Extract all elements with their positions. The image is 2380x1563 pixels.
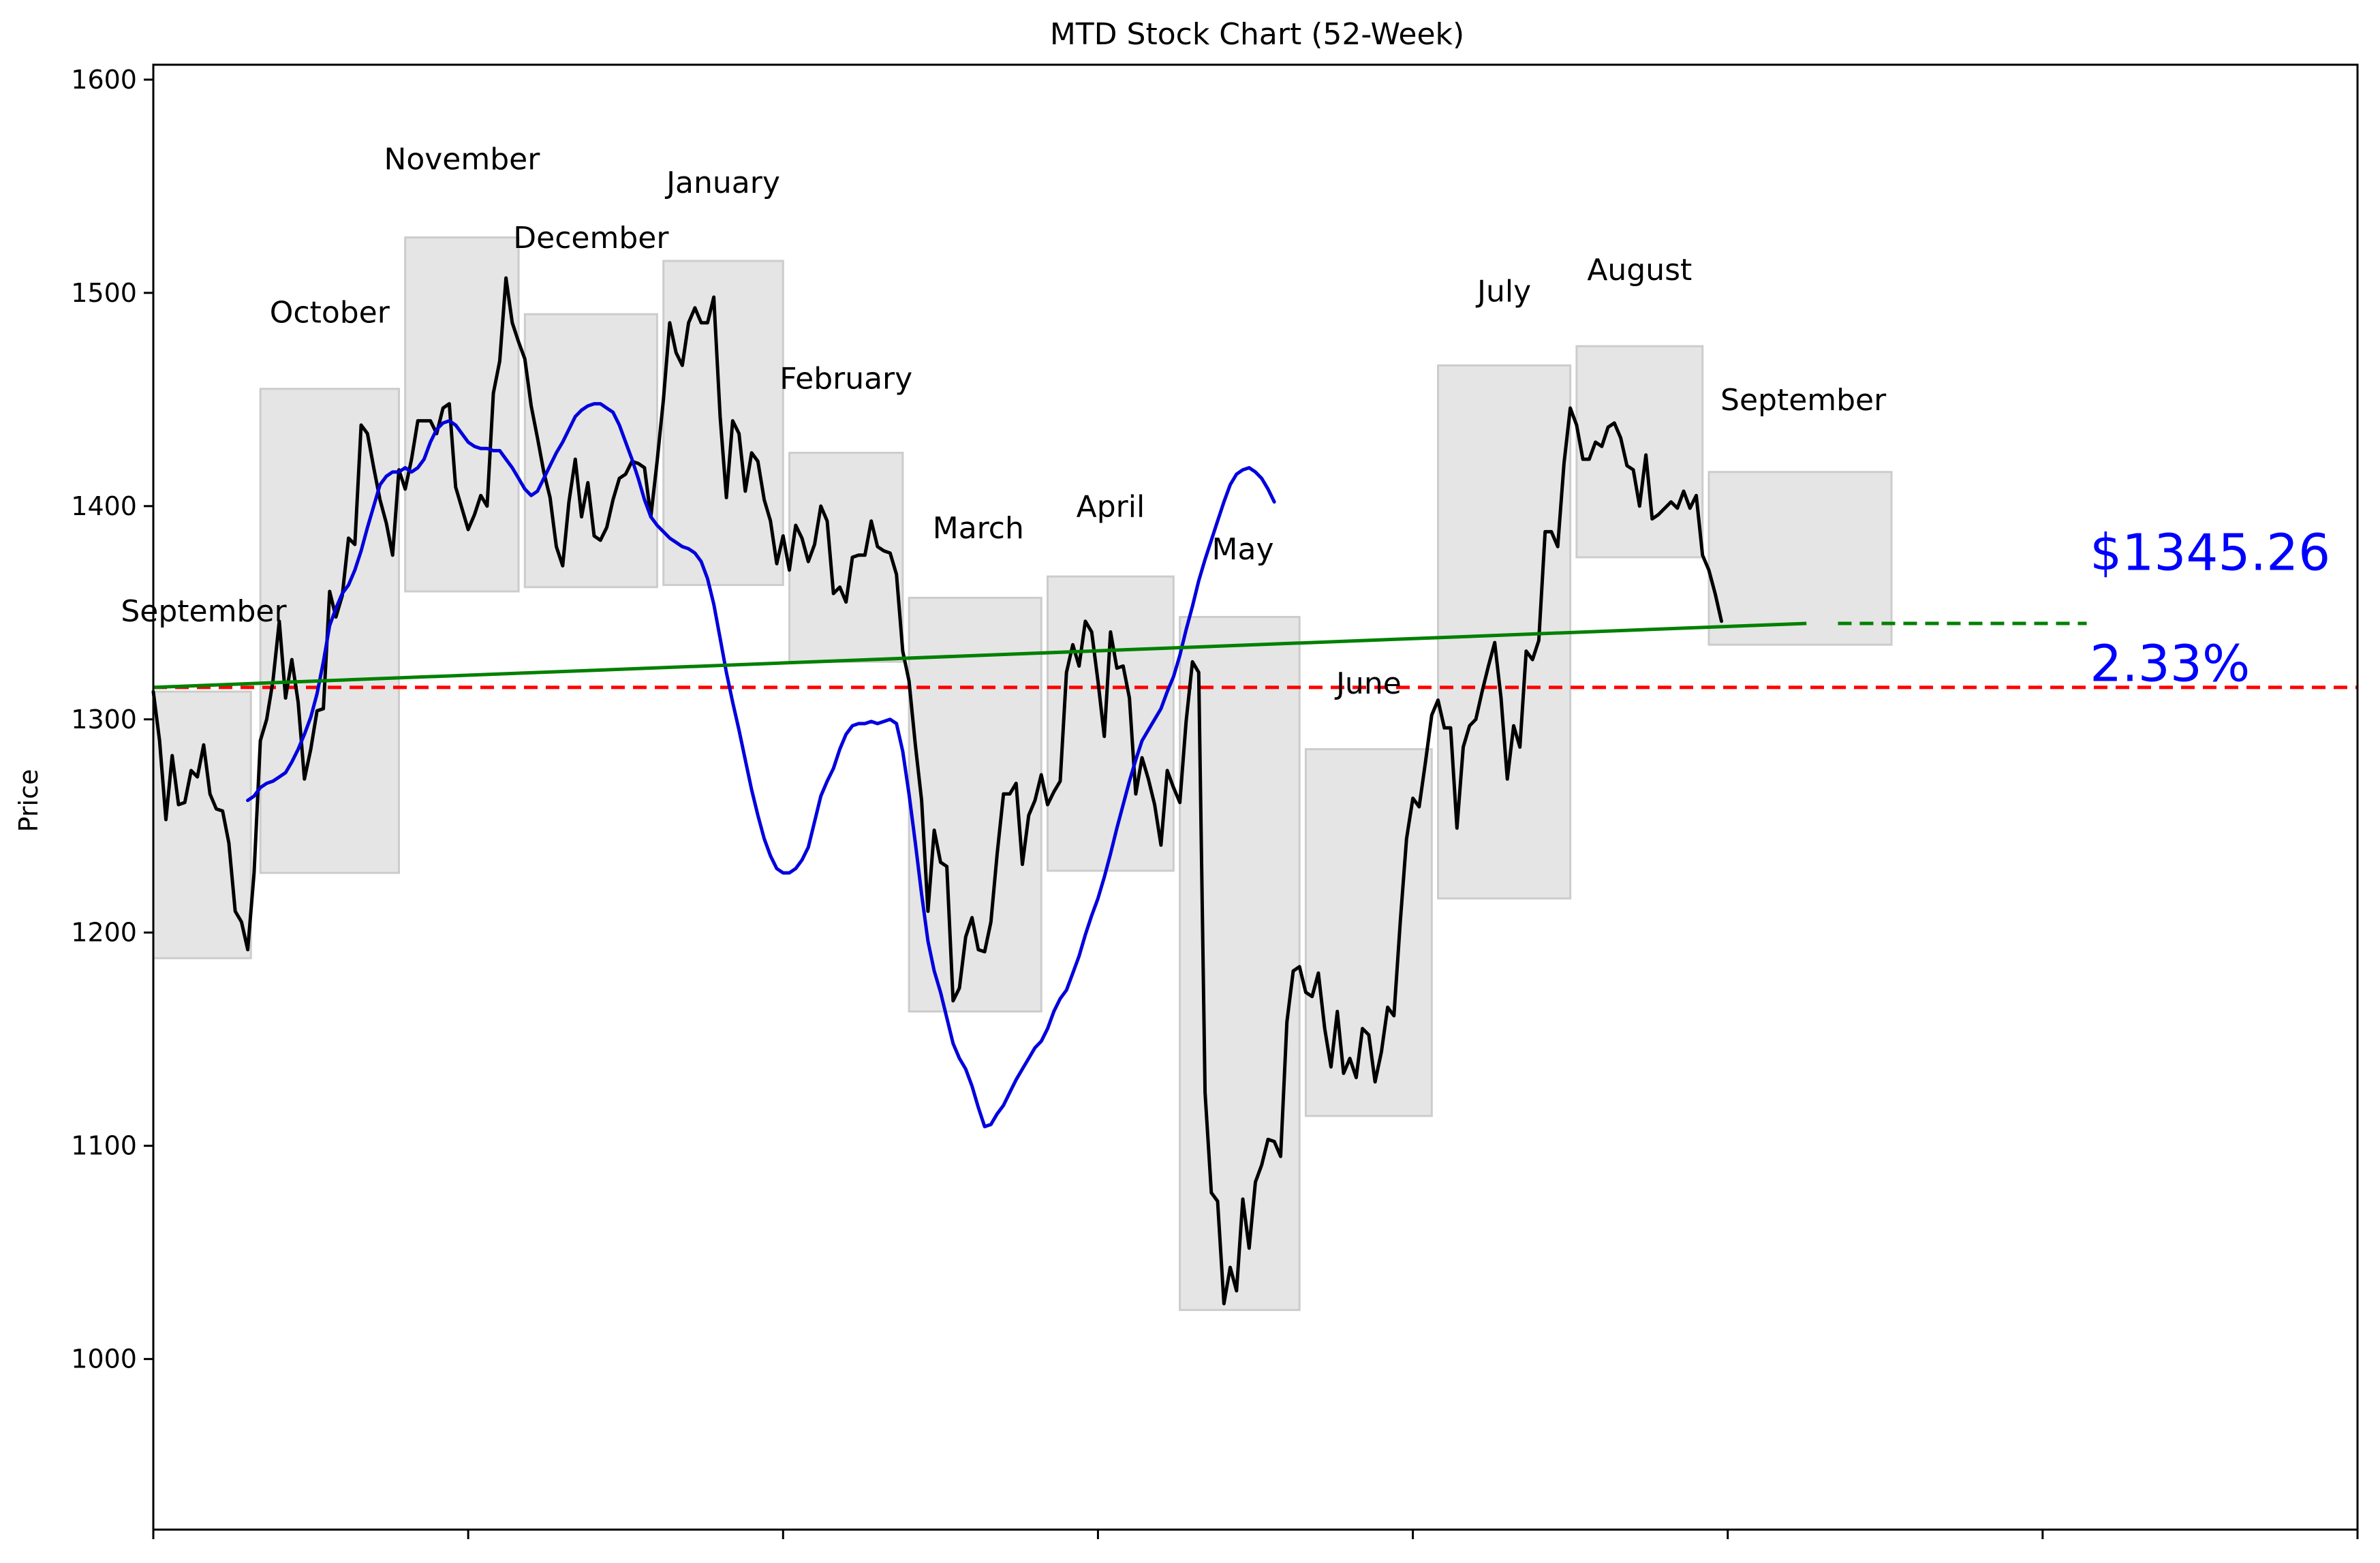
month-label: October	[270, 296, 390, 330]
price-series-line	[151, 276, 1723, 1305]
plot-frame	[152, 63, 2359, 1531]
month-label: March	[933, 511, 1024, 546]
month-label: April	[1077, 489, 1145, 524]
month-range-box	[662, 260, 784, 587]
month-label: November	[384, 142, 540, 176]
trend-line	[153, 621, 1807, 690]
y-tick-label: 1600	[71, 65, 137, 95]
y-tick-label: 1100	[71, 1131, 137, 1161]
month-label: August	[1587, 253, 1692, 288]
change-percent-annotation: 2.33%	[2090, 634, 2250, 693]
month-label: February	[779, 362, 912, 397]
y-tick-label: 1400	[71, 491, 137, 521]
y-tick-label: 1200	[71, 918, 137, 948]
month-range-box	[1707, 471, 1893, 646]
y-axis-label: Price	[14, 769, 44, 833]
month-range-box	[404, 236, 520, 593]
month-label: June	[1334, 666, 1402, 701]
month-label: July	[1475, 274, 1531, 309]
last-price-annotation: $1345.26	[2090, 524, 2330, 583]
month-range-box	[1046, 575, 1175, 872]
month-label: September	[1720, 383, 1887, 418]
chart-title: MTD Stock Chart (52-Week)	[1050, 17, 1464, 52]
y-tick-label: 1500	[71, 278, 137, 308]
month-range-box	[152, 690, 252, 959]
month-range-box	[523, 313, 658, 589]
moving-average-line	[246, 402, 1276, 1128]
month-range-box	[1575, 345, 1704, 559]
y-tick-label: 1000	[71, 1344, 137, 1374]
month-label: September	[121, 594, 287, 629]
month-label: May	[1212, 532, 1274, 567]
month-label: December	[513, 221, 669, 256]
month-label: January	[664, 166, 780, 200]
y-tick-label: 1300	[71, 705, 137, 734]
